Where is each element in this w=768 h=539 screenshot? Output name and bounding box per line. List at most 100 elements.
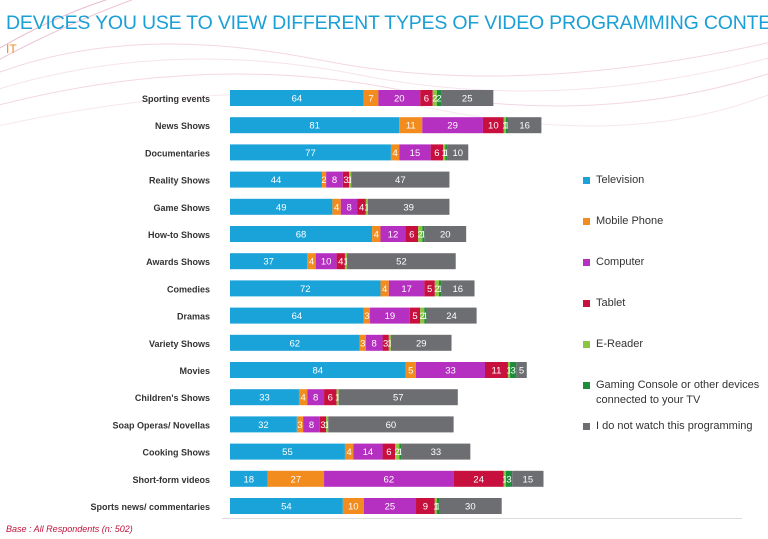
data-label: 16 [453, 284, 464, 295]
data-label: 8 [309, 420, 314, 431]
bar-segment [507, 362, 511, 378]
data-label: 3 [511, 366, 516, 377]
bar-segment [505, 117, 508, 134]
data-label: 15 [523, 474, 534, 485]
data-label: 3 [297, 420, 302, 431]
data-label: 30 [465, 502, 476, 513]
bar-segment [510, 362, 517, 378]
bar-segment [230, 416, 297, 433]
bar-segment [230, 362, 406, 378]
data-label: 29 [416, 338, 427, 349]
bar-segment [353, 443, 383, 460]
data-label: 4 [309, 257, 314, 268]
data-label: 49 [276, 202, 287, 213]
bar-segment [230, 280, 381, 297]
data-label: 57 [393, 393, 404, 404]
data-label: 84 [312, 366, 323, 377]
legend-label: Mobile Phone [596, 215, 664, 227]
data-label: 33 [445, 366, 456, 377]
legend-swatch [583, 341, 590, 348]
category-label: Awards Shows [146, 257, 210, 267]
data-label: 11 [492, 366, 502, 377]
data-label: 5 [519, 366, 524, 377]
bar-segment [230, 470, 268, 487]
data-label: 55 [282, 447, 293, 458]
category-label: Short-form videos [132, 475, 210, 485]
bar-segment [447, 144, 469, 161]
legend-label: Tablet [596, 297, 626, 309]
bar-segment [439, 280, 442, 297]
data-label: 4 [338, 257, 343, 268]
bar-segment [439, 498, 502, 514]
legend-label: E-Reader [596, 338, 644, 350]
data-label: 1 [348, 175, 353, 186]
data-label: 2 [434, 284, 439, 295]
data-label: 44 [271, 175, 282, 186]
bar-segment [516, 362, 527, 378]
data-label: 3 [360, 338, 365, 349]
bar-segment [332, 198, 341, 215]
data-label: 10 [348, 502, 359, 513]
bar-segment [328, 416, 454, 433]
bar-segment [484, 362, 508, 378]
bar-segment [430, 144, 444, 161]
bar-segment [405, 226, 419, 242]
data-label: 3 [343, 175, 348, 186]
bar-segment [388, 280, 425, 297]
data-label: 4 [374, 230, 379, 241]
bar-segment [418, 226, 423, 242]
data-label: 1 [398, 447, 403, 458]
bar-segment [436, 498, 439, 514]
data-label: 16 [519, 121, 530, 132]
legend-label: Television [596, 174, 645, 186]
data-label: 1 [502, 121, 507, 132]
bar-segment [365, 334, 383, 351]
bar-segment [416, 498, 435, 514]
bar-segment [230, 253, 308, 270]
bar-segment [503, 470, 506, 487]
data-label: 1 [421, 230, 426, 241]
bar-segment [441, 280, 475, 297]
bar-segment [390, 144, 400, 161]
bar-segment [349, 171, 352, 188]
data-label: 1 [387, 338, 392, 349]
page-title: DEVICES YOU USE TO VIEW DIFFERENT TYPES … [6, 12, 768, 34]
data-label: 3 [320, 420, 325, 431]
legend-swatch [583, 259, 590, 266]
bar-segment [326, 416, 329, 433]
data-label: 25 [462, 94, 473, 105]
bar-segment [512, 470, 544, 487]
bar-segment [378, 90, 421, 106]
data-label: 47 [395, 175, 406, 186]
bar-segment [453, 470, 504, 487]
bar-segment [443, 144, 446, 161]
data-label: 4 [359, 202, 364, 213]
data-label: 1 [325, 420, 330, 431]
legend-swatch [583, 382, 590, 389]
bar-segment [370, 307, 410, 324]
data-label: 2 [395, 447, 400, 458]
data-label: 9 [423, 502, 428, 513]
data-label: 81 [309, 121, 320, 132]
data-label: 1 [364, 202, 369, 213]
data-label: 1 [343, 257, 348, 268]
data-label: 62 [290, 338, 301, 349]
category-label: News Shows [155, 121, 210, 131]
legend-swatch [583, 423, 590, 430]
data-label: 37 [263, 257, 274, 268]
data-label: 2 [321, 175, 326, 186]
data-label: 4 [301, 393, 306, 404]
bar-segment [338, 389, 458, 406]
bar-segment [359, 334, 366, 351]
bar-segment [382, 334, 389, 351]
data-label: 52 [396, 257, 407, 268]
data-label: 54 [281, 502, 292, 513]
data-label: 11 [406, 121, 416, 132]
data-label: 68 [296, 230, 307, 241]
data-label: 8 [372, 338, 377, 349]
data-label: 6 [409, 230, 414, 241]
data-label: 19 [385, 311, 396, 322]
bar-segment [230, 389, 299, 406]
bar-segment [395, 443, 400, 460]
